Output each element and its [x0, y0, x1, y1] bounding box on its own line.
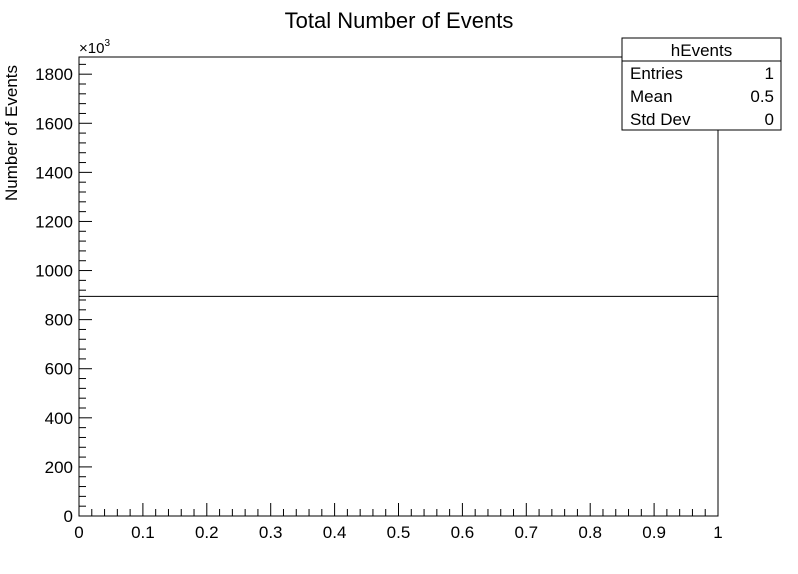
x-tick-label: 0.2 — [195, 523, 219, 542]
stats-entries-label: Entries — [630, 64, 683, 83]
y-axis-label: Number of Events — [2, 65, 21, 201]
histogram-bin-0 — [78, 295, 719, 516]
chart-title: Total Number of Events — [285, 8, 514, 33]
x-tick-label: 0.8 — [578, 523, 602, 542]
stats-entries-value: 1 — [765, 64, 774, 83]
x-tick-label: 0.6 — [451, 523, 475, 542]
x-tick-label: 0.4 — [323, 523, 347, 542]
y-tick-label: 800 — [45, 311, 73, 330]
stats-box: hEvents Entries 1 Mean 0.5 Std Dev 0 — [621, 37, 782, 131]
y-tick-label: 400 — [45, 409, 73, 428]
y-tick-label: 200 — [45, 458, 73, 477]
y-tick-label: 0 — [64, 507, 73, 526]
x-tick-label: 1 — [713, 523, 722, 542]
x-tick-label: 0.3 — [259, 523, 283, 542]
stats-stddev-label: Std Dev — [630, 110, 691, 129]
y-tick-label: 1200 — [35, 212, 73, 231]
stats-stddev-value: 0 — [765, 110, 774, 129]
x-tick-label: 0 — [74, 523, 83, 542]
y-tick-label: 1400 — [35, 163, 73, 182]
x-tick-label: 0.9 — [642, 523, 666, 542]
stats-mean-label: Mean — [630, 87, 673, 106]
stats-mean-value: 0.5 — [750, 87, 774, 106]
stats-box-frame — [621, 37, 782, 131]
x-tick-label: 0.5 — [387, 523, 411, 542]
y-tick-label: 1800 — [35, 65, 73, 84]
stats-box-name: hEvents — [671, 41, 732, 60]
y-tick-label: 1600 — [35, 114, 73, 133]
y-tick-label: 1000 — [35, 262, 73, 281]
x-tick-label: 0.1 — [131, 523, 155, 542]
y-axis-exponent: ×103 — [79, 38, 110, 57]
y-tick-label: 600 — [45, 360, 73, 379]
x-tick-label: 0.7 — [514, 523, 538, 542]
